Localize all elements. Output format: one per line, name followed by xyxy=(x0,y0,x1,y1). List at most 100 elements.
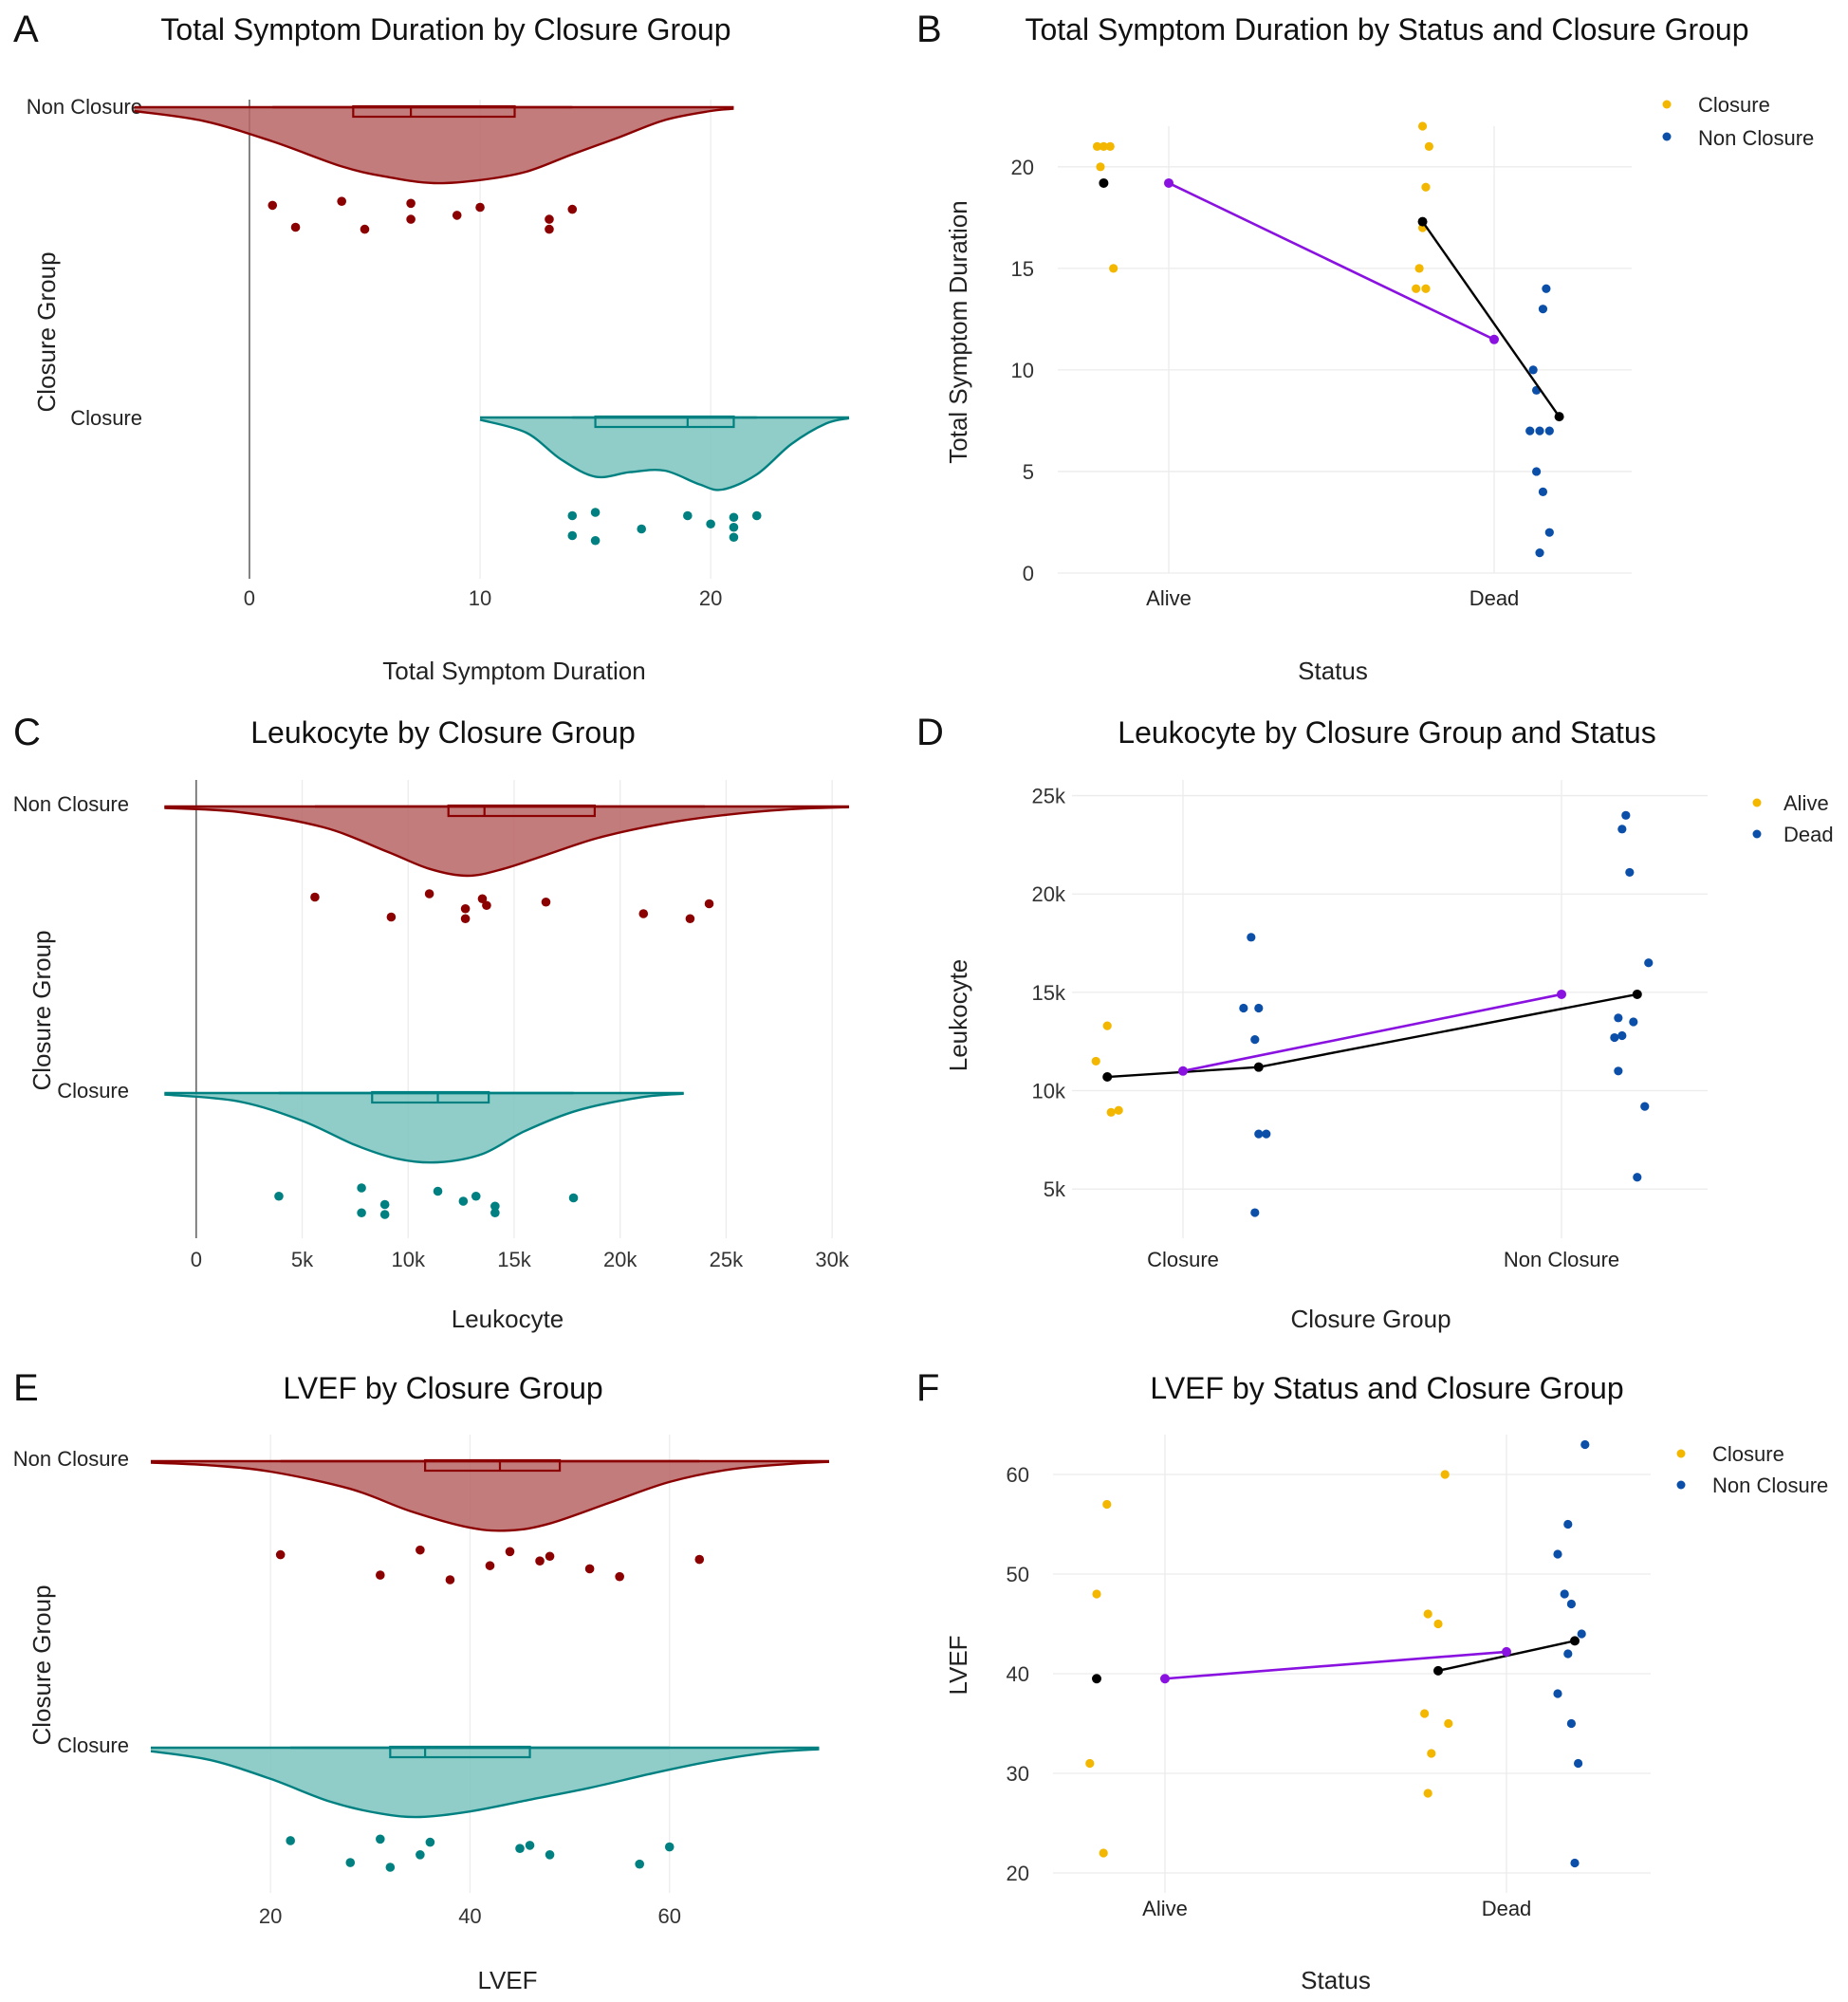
data-point xyxy=(460,903,471,914)
x-tick-label: 30k xyxy=(815,1248,849,1271)
density-outline xyxy=(150,1748,820,1819)
density-outline xyxy=(164,806,850,878)
x-category-alive: Alive xyxy=(1146,586,1192,610)
plot-marks xyxy=(150,1435,830,1893)
y-axis-title: Total Symptom Duration xyxy=(944,200,972,463)
panel-d: D Leukocyte by Closure Group and Status … xyxy=(916,712,1834,1333)
mean-line-black xyxy=(1421,220,1561,417)
mean-point-purple xyxy=(1502,1646,1511,1657)
density-area xyxy=(134,107,734,184)
legend-label-alive: Alive xyxy=(1783,791,1829,815)
data-point xyxy=(706,519,715,529)
data-point xyxy=(568,1193,579,1203)
box-iqr xyxy=(447,804,596,818)
data-point xyxy=(1531,467,1542,476)
data-point xyxy=(275,1549,286,1560)
data-point xyxy=(376,1834,385,1844)
data-point xyxy=(1250,1035,1260,1045)
data-point xyxy=(751,510,762,521)
data-point xyxy=(1633,1173,1642,1182)
y-tick-label: 10 xyxy=(1011,359,1034,382)
plot-marks xyxy=(164,780,850,1238)
x-tick-label: 20 xyxy=(699,586,722,610)
data-point xyxy=(458,1196,469,1206)
data-point xyxy=(615,1571,624,1582)
density-area xyxy=(164,806,850,876)
data-point xyxy=(1440,1470,1450,1479)
data-point xyxy=(1542,284,1551,293)
y-tick-label: 40 xyxy=(1007,1662,1029,1686)
legend-swatch-closure xyxy=(1676,1449,1686,1458)
data-point xyxy=(1414,264,1424,273)
data-point xyxy=(1617,1030,1627,1041)
x-tick-label: 20 xyxy=(259,1904,282,1928)
data-point xyxy=(425,1837,435,1847)
y-tick-label: 20k xyxy=(1032,882,1066,906)
data-point xyxy=(545,214,554,224)
data-point xyxy=(274,1191,284,1201)
mean-point-black xyxy=(1099,177,1109,188)
data-point xyxy=(590,535,601,546)
group-label-non-closure: Non Closure xyxy=(13,792,129,816)
data-point xyxy=(1239,1003,1248,1013)
x-category-dead: Dead xyxy=(1469,586,1520,610)
group-label-closure: Closure xyxy=(57,1079,129,1103)
data-point xyxy=(1535,547,1544,558)
x-category-closure: Closure xyxy=(1147,1248,1219,1271)
data-point xyxy=(1566,1599,1576,1609)
data-point xyxy=(1096,162,1105,172)
mean-point-black xyxy=(1253,1062,1264,1072)
x-tick-label: 40 xyxy=(458,1904,481,1928)
data-point xyxy=(1092,1589,1101,1599)
data-point xyxy=(638,909,649,918)
data-point xyxy=(268,200,278,211)
data-point xyxy=(406,214,416,224)
data-point xyxy=(1525,426,1535,436)
data-point xyxy=(416,1545,425,1555)
panel-label-c: C xyxy=(13,712,41,753)
data-point xyxy=(433,1186,443,1196)
data-point xyxy=(385,1863,396,1872)
data-point xyxy=(1102,1021,1112,1030)
data-point xyxy=(1423,1609,1432,1619)
data-point xyxy=(1535,426,1544,436)
box-iqr xyxy=(371,1090,490,1104)
data-point xyxy=(1424,141,1433,152)
data-point xyxy=(1420,1709,1430,1718)
data-point xyxy=(416,1850,425,1860)
panel-label-b: B xyxy=(916,9,942,50)
y-tick-label: 20 xyxy=(1011,156,1034,179)
data-point xyxy=(683,510,693,521)
data-point xyxy=(1091,1056,1100,1066)
data-point xyxy=(535,1556,545,1566)
x-axis-title: Status xyxy=(1298,657,1368,685)
mean-point-black xyxy=(1102,1072,1113,1083)
data-point xyxy=(1621,810,1631,820)
x-axis-title: LVEF xyxy=(477,1966,537,1994)
y-tick-label: 5k xyxy=(1044,1177,1066,1201)
y-axis-title: Leukocyte xyxy=(944,959,972,1072)
chart-title: Leukocyte by Closure Group and Status xyxy=(1118,715,1655,750)
data-point xyxy=(1412,284,1421,293)
data-point xyxy=(1544,528,1554,537)
mean-point-black xyxy=(1554,412,1564,422)
group-label-closure: Closure xyxy=(57,1733,129,1757)
box-iqr xyxy=(594,415,735,429)
data-point xyxy=(545,1551,555,1562)
chart-title: Total Symptom Duration by Closure Group xyxy=(160,12,730,46)
x-tick-label: 20k xyxy=(603,1248,638,1271)
data-point xyxy=(685,914,695,924)
density-outline xyxy=(134,107,734,185)
mean-point-purple xyxy=(1160,1674,1170,1684)
data-point xyxy=(1574,1758,1583,1769)
data-point xyxy=(1427,1749,1436,1758)
x-tick-label: 10k xyxy=(392,1248,426,1271)
panel-f: F LVEF by Status and Closure Group Statu… xyxy=(916,1367,1828,1994)
x-category-alive: Alive xyxy=(1142,1897,1188,1920)
data-point xyxy=(490,1201,500,1212)
data-point xyxy=(1553,1689,1562,1698)
y-axis-title: LVEF xyxy=(944,1635,972,1695)
data-point xyxy=(545,1850,555,1860)
panel-a: A Total Symptom Duration by Closure Grou… xyxy=(13,9,850,685)
data-point xyxy=(567,510,578,521)
